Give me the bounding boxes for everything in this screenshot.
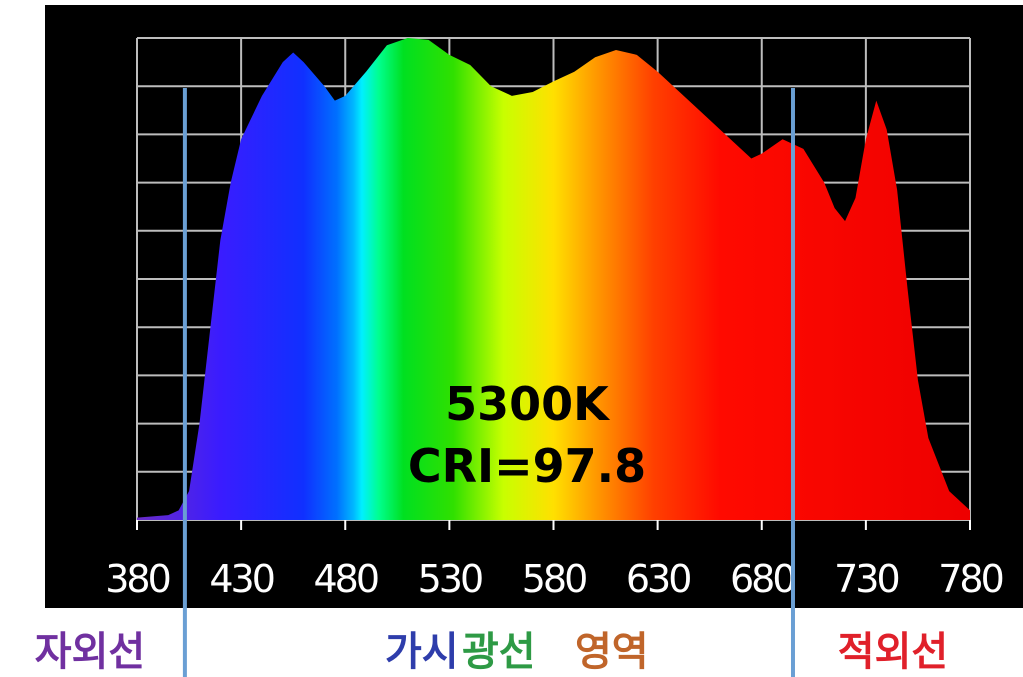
region-label: 자외선: [35, 629, 145, 675]
x-tick-label: 630: [626, 557, 690, 601]
annotation: CRI=97.8: [408, 439, 646, 493]
x-tick-label: 530: [418, 557, 482, 601]
spectrum-area: [137, 38, 970, 520]
region-label: 광선: [462, 629, 536, 675]
area-layer: [137, 38, 970, 520]
x-tick-label: 480: [313, 557, 377, 601]
x-tick-label: 780: [938, 557, 1002, 601]
x-tick-label: 680: [730, 557, 794, 601]
region-label: 가시: [385, 629, 459, 675]
x-tick-label: 380: [105, 557, 169, 601]
region-label: 영역: [575, 629, 649, 675]
x-axis: 380 430 480 530 580 630 680 730 780: [105, 520, 1006, 601]
annotation: 5300K: [445, 377, 611, 431]
x-tick-label: 430: [209, 557, 273, 601]
x-tick-label: 730: [834, 557, 898, 601]
x-tick-label: 580: [522, 557, 586, 601]
boundary-lines: [182, 88, 795, 677]
region-label: 적외선: [838, 629, 948, 675]
